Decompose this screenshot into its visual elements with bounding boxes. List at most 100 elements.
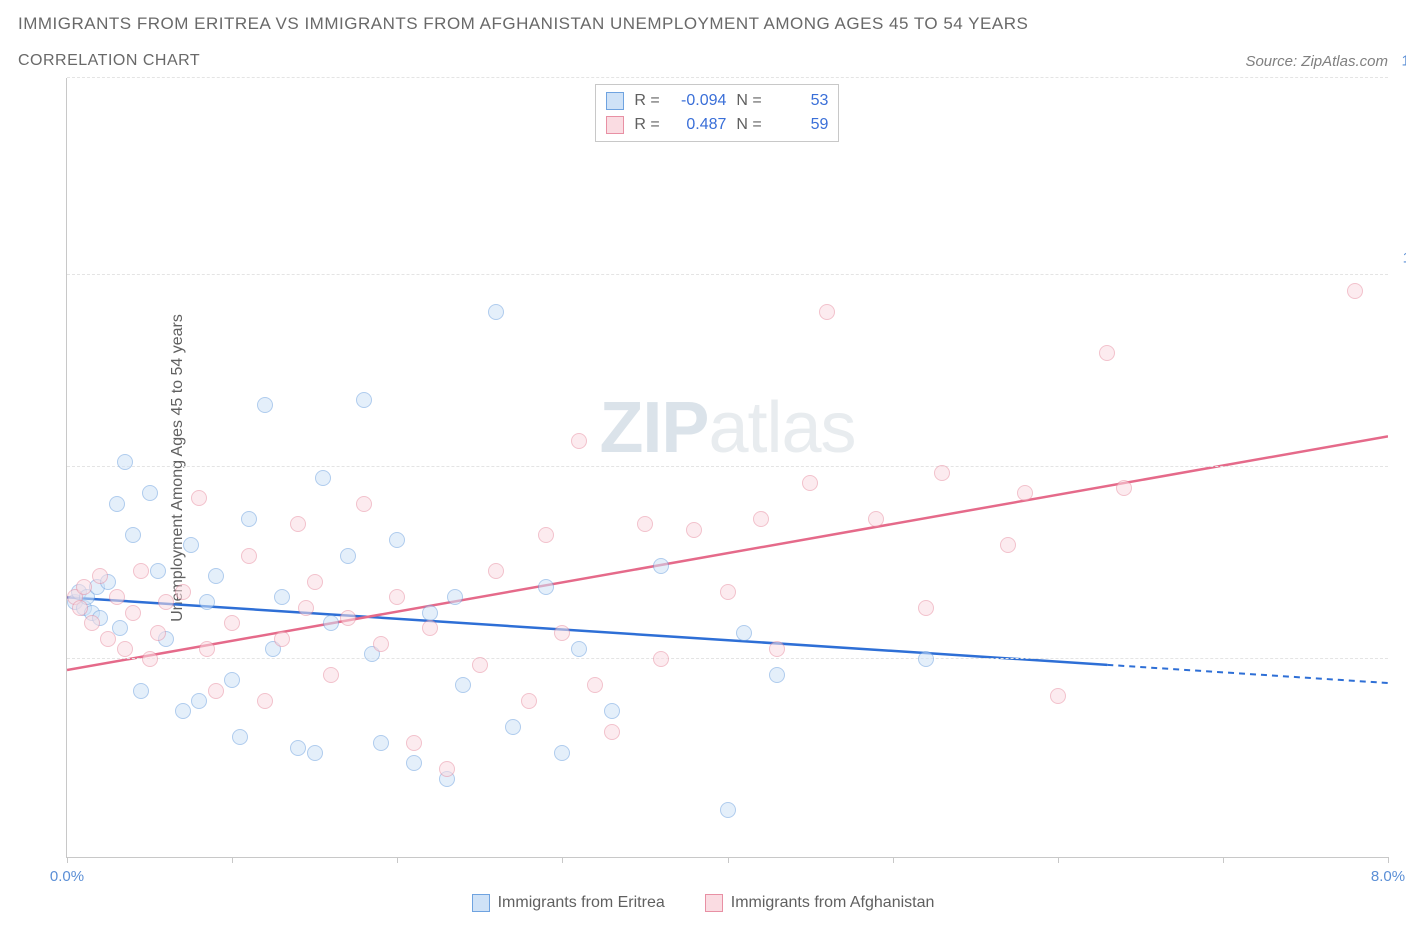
data-point (488, 563, 504, 579)
trend-line (67, 436, 1388, 670)
x-tick (562, 857, 563, 863)
data-point (175, 584, 191, 600)
x-tick (67, 857, 68, 863)
watermark-bold: ZIP (599, 388, 708, 468)
data-point (422, 605, 438, 621)
x-tick (1058, 857, 1059, 863)
data-point (72, 600, 88, 616)
chart-title: IMMIGRANTS FROM ERITREA VS IMMIGRANTS FR… (18, 12, 1028, 36)
data-point (736, 625, 752, 641)
data-point (447, 589, 463, 605)
data-point (406, 735, 422, 751)
watermark-light: atlas (708, 388, 855, 468)
data-point (199, 594, 215, 610)
plot-area: ZIPatlas R =-0.094N =53R =0.487N =59 3.8… (66, 78, 1388, 858)
data-point (1116, 480, 1132, 496)
data-point (1099, 345, 1115, 361)
data-point (356, 392, 372, 408)
data-point (1050, 688, 1066, 704)
data-point (224, 615, 240, 631)
legend-label: Immigrants from Afghanistan (731, 894, 935, 912)
data-point (183, 537, 199, 553)
gridline (67, 77, 1388, 78)
data-point (472, 657, 488, 673)
data-point (158, 594, 174, 610)
data-point (720, 802, 736, 818)
data-point (92, 568, 108, 584)
data-point (76, 579, 92, 595)
x-tick (893, 857, 894, 863)
data-point (373, 636, 389, 652)
data-point (307, 745, 323, 761)
watermark: ZIPatlas (599, 387, 855, 469)
x-tick (232, 857, 233, 863)
series-legend: Immigrants from Eritrea Immigrants from A… (18, 894, 1388, 912)
n-value: 53 (772, 89, 828, 113)
data-point (199, 641, 215, 657)
data-point (819, 304, 835, 320)
data-point (340, 610, 356, 626)
legend-swatch (606, 92, 624, 110)
y-tick-label: 15.0% (1401, 52, 1406, 69)
data-point (340, 548, 356, 564)
legend-item: Immigrants from Eritrea (472, 894, 665, 912)
data-point (753, 511, 769, 527)
data-point (224, 672, 240, 688)
data-point (571, 433, 587, 449)
correlation-legend: R =-0.094N =53R =0.487N =59 (595, 84, 839, 142)
data-point (208, 568, 224, 584)
x-tick-label: 0.0% (50, 868, 84, 885)
data-point (117, 641, 133, 657)
data-point (290, 740, 306, 756)
x-tick (1223, 857, 1224, 863)
legend-swatch (472, 894, 490, 912)
x-tick (397, 857, 398, 863)
data-point (133, 563, 149, 579)
data-point (100, 631, 116, 647)
data-point (84, 615, 100, 631)
r-label: R = (634, 113, 660, 137)
data-point (142, 651, 158, 667)
data-point (191, 490, 207, 506)
data-point (133, 683, 149, 699)
data-point (571, 641, 587, 657)
data-point (505, 719, 521, 735)
r-value: -0.094 (670, 89, 726, 113)
trend-lines (67, 78, 1388, 857)
data-point (653, 651, 669, 667)
data-point (257, 397, 273, 413)
legend-stat-row: R =-0.094N =53 (606, 89, 828, 113)
data-point (150, 563, 166, 579)
data-point (637, 516, 653, 532)
gridline (67, 274, 1388, 275)
data-point (257, 693, 273, 709)
data-point (554, 745, 570, 761)
data-point (389, 589, 405, 605)
data-point (554, 625, 570, 641)
r-label: R = (634, 89, 660, 113)
data-point (274, 589, 290, 605)
data-point (455, 677, 471, 693)
data-point (208, 683, 224, 699)
data-point (1347, 283, 1363, 299)
data-point (356, 496, 372, 512)
n-value: 59 (772, 113, 828, 137)
data-point (298, 600, 314, 616)
data-point (232, 729, 248, 745)
data-point (150, 625, 166, 641)
data-point (109, 496, 125, 512)
data-point (538, 527, 554, 543)
data-point (934, 465, 950, 481)
gridline (67, 658, 1388, 659)
trend-line (67, 597, 1107, 665)
data-point (241, 548, 257, 564)
data-point (802, 475, 818, 491)
y-tick-label: 11.2% (1403, 250, 1406, 267)
data-point (175, 703, 191, 719)
data-point (241, 511, 257, 527)
legend-stat-row: R =0.487N =59 (606, 113, 828, 137)
data-point (1000, 537, 1016, 553)
source-label: Source: ZipAtlas.com (1245, 53, 1388, 70)
chart-container: Unemployment Among Ages 45 to 54 years Z… (18, 78, 1388, 858)
data-point (769, 641, 785, 657)
